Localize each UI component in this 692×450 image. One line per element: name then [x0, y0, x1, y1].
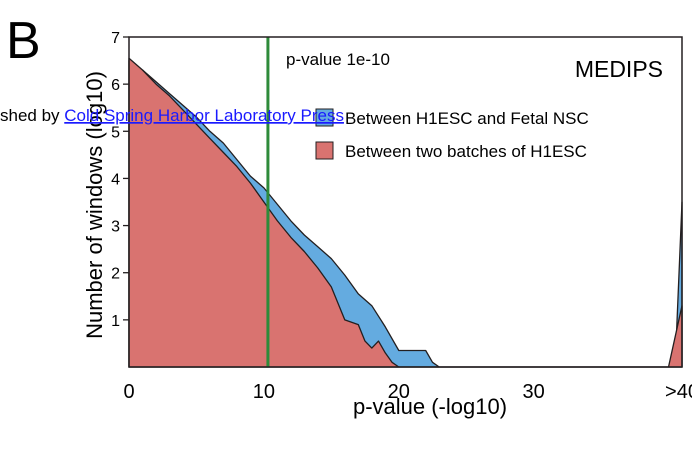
- x-tick-label: >40: [665, 381, 692, 403]
- plot-frame: [128, 36, 683, 368]
- watermark: shed by Cold Spring Harbor Laboratory Pr…: [0, 106, 344, 125]
- x-tick-label: 0: [123, 381, 134, 403]
- watermark-prefix: shed by: [0, 106, 64, 125]
- y-tick-label: 5: [111, 124, 120, 141]
- y-tick-label: 6: [111, 77, 120, 94]
- area-series-h1esc-batches: [128, 57, 683, 368]
- plot-area: 1 2 3 4 5 6 7 0 10 20 30 >40: [111, 30, 692, 403]
- y-tick-label: 2: [111, 266, 120, 283]
- y-axis-label: Number of windows (log10): [82, 71, 107, 339]
- x-axis-label: p-value (-log10): [353, 394, 507, 419]
- x-tick-label: 30: [523, 381, 545, 403]
- panel-label: B: [6, 12, 41, 70]
- legend-label-h1esc-vs-fetal-nsc: Between H1ESC and Fetal NSC: [345, 109, 589, 128]
- legend-swatch-h1esc-batches: [315, 141, 334, 160]
- legend-swatch-h1esc-vs-fetal-nsc: [315, 108, 334, 127]
- watermark-link[interactable]: Cold Spring Harbor Laboratory Press: [64, 106, 344, 125]
- y-tick-label: 3: [111, 219, 120, 236]
- y-tick-label: 1: [111, 313, 120, 330]
- x-tick-label: 10: [253, 381, 275, 403]
- chart-title: MEDIPS: [575, 56, 663, 82]
- y-tick-label: 4: [111, 171, 120, 188]
- x-tick-label: 20: [388, 381, 410, 403]
- legend-label-h1esc-batches: Between two batches of H1ESC: [345, 142, 587, 161]
- legend: Between H1ESC and Fetal NSC Between two …: [315, 108, 589, 161]
- y-tick-label: 7: [111, 30, 120, 47]
- threshold-label: p-value 1e-10: [286, 50, 390, 69]
